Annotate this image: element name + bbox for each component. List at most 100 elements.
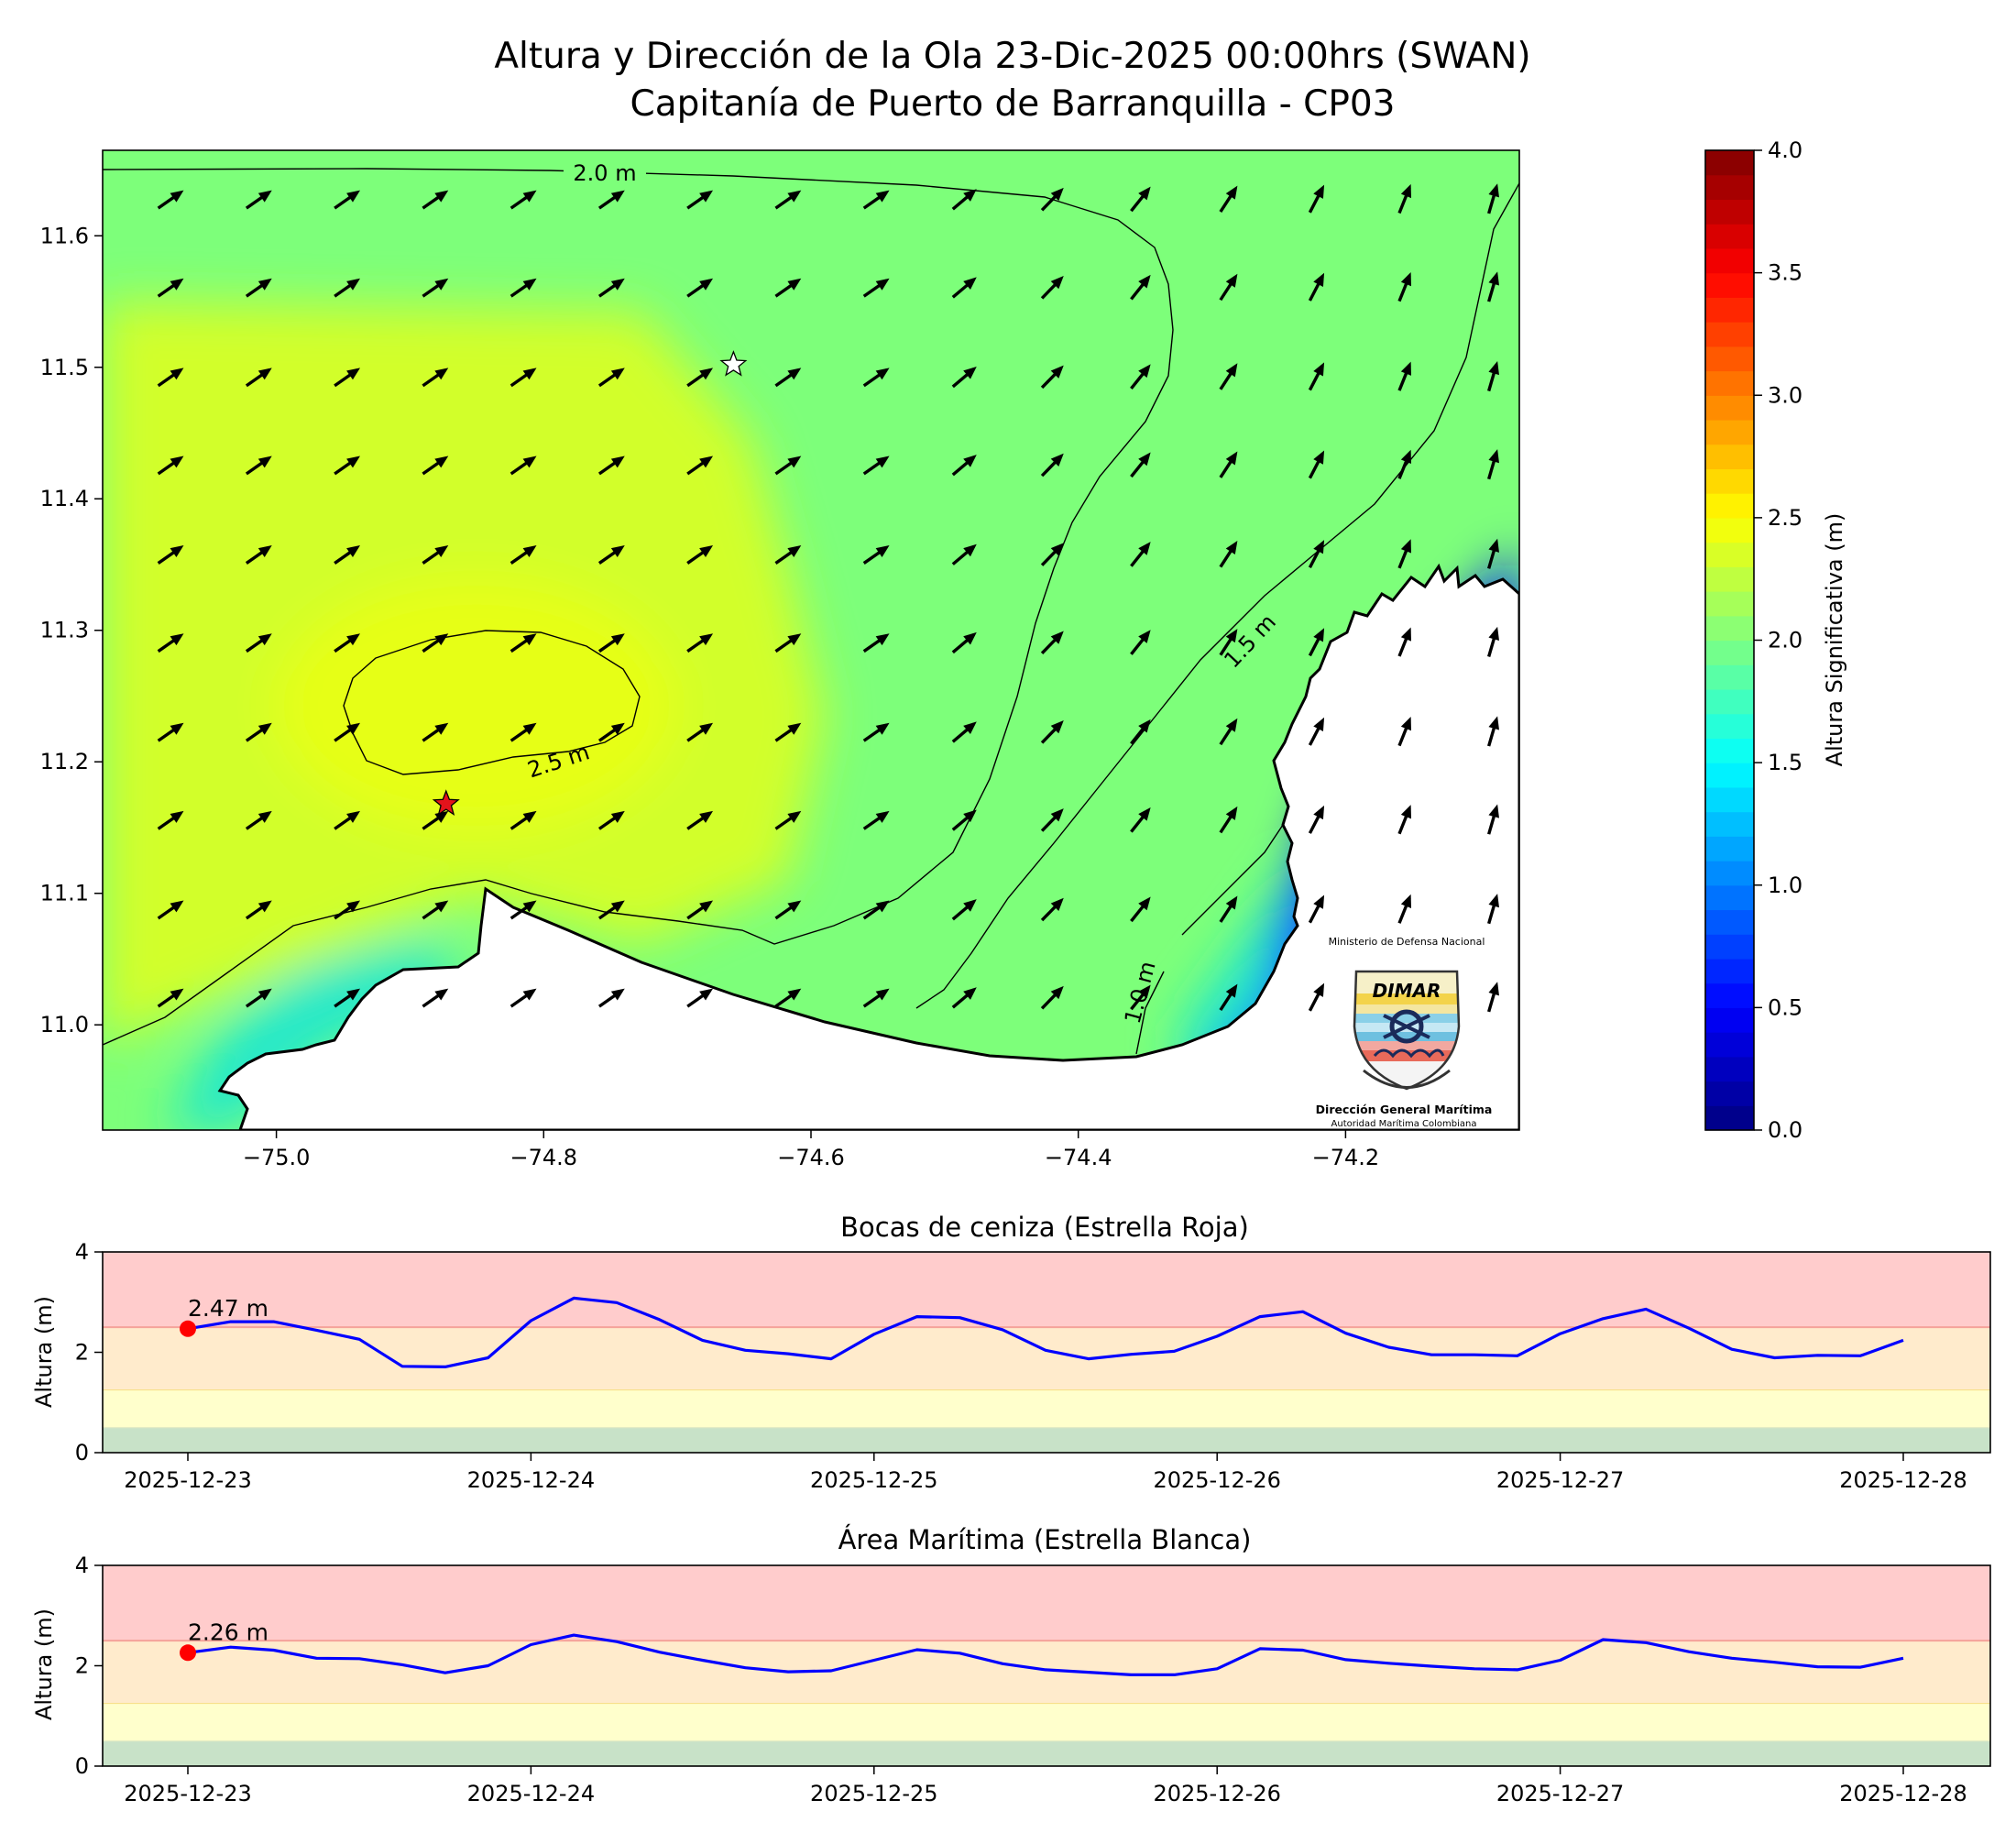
arrow-icon	[774, 190, 802, 210]
colorbar: 0.0 0.5 1.0 1.5 2.0 2.5 3.0 3.5 4.0 Altura Signi…	[1704, 137, 1847, 1143]
current-value-marker	[180, 1320, 196, 1337]
timeseries-title: Área Marítima (Estrella Blanca)	[838, 1524, 1252, 1555]
arrow-icon	[334, 988, 361, 1008]
arrow-icon	[1308, 982, 1325, 1012]
colorbar-step	[1705, 688, 1754, 715]
arrow-icon	[1040, 187, 1064, 212]
arrow-icon	[1219, 806, 1238, 834]
arrow-icon	[597, 278, 625, 298]
arrow-icon	[597, 988, 625, 1008]
arrow-icon	[1308, 717, 1325, 746]
series-line	[187, 1633, 1904, 1677]
arrow-icon	[422, 722, 449, 742]
colorbar-tick-label: 0.5	[1768, 994, 1802, 1020]
arrow-icon	[157, 456, 184, 476]
colorbar-step	[1705, 272, 1754, 298]
arrow-icon	[862, 900, 890, 920]
current-value-label: 2.47 m	[188, 1295, 268, 1322]
arrow-icon	[1130, 719, 1151, 745]
colorbar-step	[1705, 958, 1754, 984]
main-subtitle: Capitanía de Puerto de Barranquilla - CP…	[630, 83, 1396, 125]
arrow-icon	[1487, 804, 1499, 835]
arrow-icon	[422, 633, 449, 653]
arrow-icon	[951, 631, 977, 654]
colorbar-step	[1705, 199, 1754, 225]
colorbar-ticks: 0.0 0.5 1.0 1.5 2.0 2.5 3.0 3.5 4.0	[1754, 137, 1802, 1143]
y-tick-label: 0	[75, 1753, 89, 1779]
arrow-icon	[774, 633, 802, 653]
colorbar-tick-label: 2.0	[1768, 628, 1802, 653]
arrow-icon	[686, 988, 714, 1008]
arrow-icon	[1487, 271, 1499, 302]
x-tick-label: 2025-12-24	[467, 1781, 595, 1806]
arrow-icon	[597, 722, 625, 742]
arrow-icon	[686, 190, 714, 210]
threshold-band	[103, 1703, 1990, 1741]
arrow-icon	[509, 988, 537, 1008]
arrow-icon	[774, 368, 802, 388]
arrow-icon	[1487, 894, 1499, 925]
colorbar-step	[1705, 566, 1754, 592]
arrow-icon	[862, 545, 890, 565]
y-tick-label: 2	[75, 1653, 89, 1679]
colorbar-gradient	[1705, 150, 1754, 1131]
arrow-icon	[1130, 984, 1151, 1011]
arrow-icon	[862, 810, 890, 830]
colorbar-step	[1705, 297, 1754, 323]
colorbar-step	[1705, 1081, 1754, 1106]
arrow-icon	[862, 368, 890, 388]
x-tick-label: 2025-12-23	[124, 1467, 251, 1493]
logo-tagline-text: Autoridad Marítima Colombiana	[1331, 1118, 1477, 1129]
colorbar-step	[1705, 884, 1754, 911]
y-tick-label: 4	[75, 1553, 89, 1578]
arrow-icon	[509, 900, 537, 920]
x-tick-label: 2025-12-23	[124, 1781, 251, 1806]
arrow-icon	[509, 810, 537, 830]
arrow-icon	[1308, 450, 1325, 479]
arrow-icon	[334, 633, 361, 653]
arrow-icon	[862, 190, 890, 210]
colorbar-tick-label: 0.0	[1768, 1117, 1802, 1143]
threshold-band	[103, 1565, 1990, 1641]
colorbar-step	[1705, 1056, 1754, 1082]
y-tick-label: 11.3	[40, 618, 89, 643]
colorbar-step	[1705, 419, 1754, 445]
arrow-icon	[422, 368, 449, 388]
timeseries-title: Bocas de ceniza (Estrella Roja)	[840, 1212, 1249, 1243]
colorbar-label: Altura Significativa (m)	[1822, 513, 1847, 767]
arrow-icon	[157, 810, 184, 830]
arrow-icon	[774, 456, 802, 476]
colorbar-step	[1705, 982, 1754, 1008]
colorbar-tick-label: 3.0	[1768, 382, 1802, 408]
red-star-icon	[432, 789, 460, 816]
arrow-icon	[334, 545, 361, 565]
arrow-icon	[509, 456, 537, 476]
y-tick-label: 11.0	[40, 1012, 89, 1037]
threshold-band	[103, 1389, 1990, 1428]
arrow-icon	[334, 900, 361, 920]
arrow-icon	[1397, 272, 1411, 302]
arrow-icon	[334, 810, 361, 830]
colorbar-step	[1705, 370, 1754, 396]
colorbar-step	[1705, 1007, 1754, 1033]
colorbar-step	[1705, 395, 1754, 421]
y-tick-label: 11.6	[40, 223, 89, 248]
y-tick-label: 4	[75, 1239, 89, 1265]
colorbar-tick-label: 3.5	[1768, 260, 1802, 286]
threshold-band	[103, 1252, 1990, 1328]
arrow-icon	[951, 189, 977, 211]
arrow-icon	[1219, 363, 1238, 390]
arrow-icon	[245, 810, 272, 830]
arrow-icon	[774, 722, 802, 742]
colorbar-tick-label: 1.0	[1768, 873, 1802, 898]
arrow-icon	[422, 988, 449, 1008]
x-tick-label: 2025-12-26	[1153, 1467, 1280, 1493]
colorbar-step	[1705, 713, 1754, 739]
arrow-icon	[1040, 453, 1064, 477]
arrow-icon	[422, 190, 449, 210]
colorbar-step	[1705, 247, 1754, 274]
current-value-label: 2.26 m	[188, 1619, 268, 1645]
wave-map: 2.0 m 2.5 m 1.5 m 1.0 m −75.0 −74.8 −74.6−…	[40, 149, 1520, 1170]
arrow-icon	[1130, 542, 1151, 567]
